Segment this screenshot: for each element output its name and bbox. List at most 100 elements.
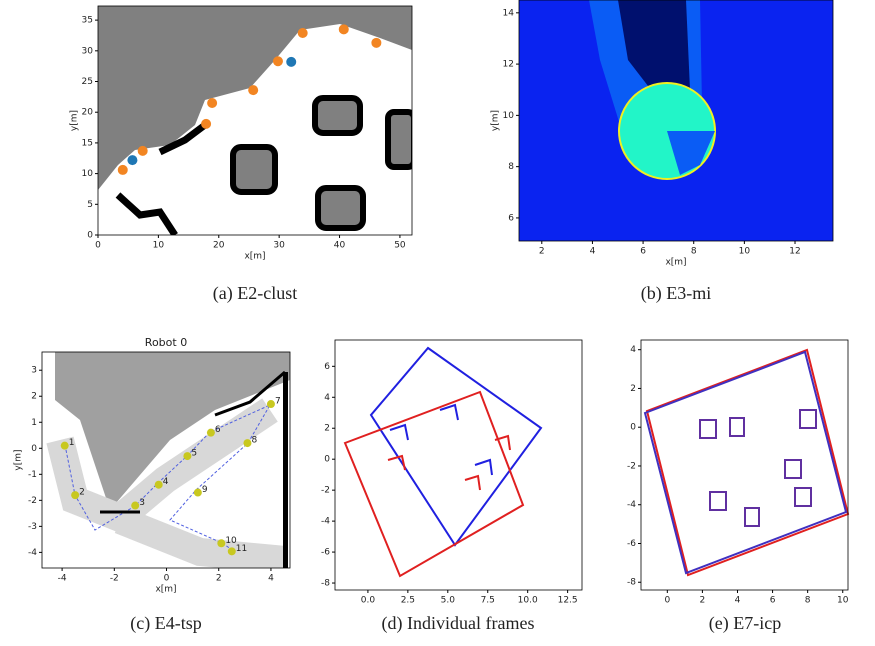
x-tick-label: 30 bbox=[273, 241, 285, 251]
x-tick-label: 2 bbox=[539, 247, 545, 257]
y-tick-label: -2 bbox=[321, 486, 330, 496]
point bbox=[71, 491, 79, 499]
x-tick-label: 4 bbox=[590, 247, 596, 257]
x-tick-label: 0.0 bbox=[361, 596, 376, 606]
y-tick-label: -4 bbox=[321, 517, 330, 527]
y-tick-label: -4 bbox=[28, 548, 37, 558]
x-tick-label: 12.5 bbox=[558, 596, 578, 606]
x-tick-label: 10 bbox=[153, 241, 165, 251]
y-tick-label: 25 bbox=[82, 77, 93, 87]
x-tick-label: 2 bbox=[216, 574, 222, 584]
y-tick-label: 2 bbox=[31, 392, 37, 402]
plot-frame bbox=[335, 340, 582, 590]
x-tick-label: 8 bbox=[691, 247, 697, 257]
y-tick-label: 0 bbox=[630, 423, 636, 433]
x-tick-label: 10 bbox=[739, 247, 751, 257]
x-tick-label: 40 bbox=[334, 241, 346, 251]
map-a bbox=[98, 6, 414, 235]
point bbox=[207, 98, 217, 108]
point bbox=[286, 57, 296, 67]
x-tick-label: 0 bbox=[95, 241, 101, 251]
x-tick-label: 0 bbox=[664, 596, 670, 606]
y-tick-label: 5 bbox=[87, 200, 93, 210]
point bbox=[339, 24, 349, 34]
caption: (a) E2-clust bbox=[213, 283, 297, 304]
point bbox=[183, 452, 191, 460]
x-tick-label: 4 bbox=[268, 574, 274, 584]
x-axis-label: x[m] bbox=[244, 252, 265, 262]
point-label: 2 bbox=[79, 488, 85, 498]
x-tick-label: 50 bbox=[394, 241, 406, 251]
x-tick-label: 8 bbox=[805, 596, 811, 606]
x-tick-label: 6 bbox=[770, 596, 776, 606]
plot-title: Robot 0 bbox=[145, 336, 187, 349]
y-tick-label: 10 bbox=[82, 169, 94, 179]
point-label: 7 bbox=[275, 397, 281, 407]
point bbox=[201, 119, 211, 129]
point bbox=[273, 56, 283, 66]
x-tick-label: 6 bbox=[640, 247, 646, 257]
point bbox=[127, 155, 137, 165]
point-label: 1 bbox=[69, 438, 75, 448]
x-tick-label: -4 bbox=[58, 574, 67, 584]
y-tick-label: 4 bbox=[324, 393, 330, 403]
point bbox=[228, 547, 236, 555]
caption: (b) E3-mi bbox=[641, 283, 711, 304]
y-tick-label: 12 bbox=[503, 60, 514, 70]
point-label: 4 bbox=[163, 477, 169, 487]
y-tick-label: 6 bbox=[324, 362, 330, 372]
point bbox=[155, 481, 163, 489]
y-tick-label: -3 bbox=[28, 522, 37, 532]
point-label: 3 bbox=[139, 498, 145, 508]
y-axis-label: y[m] bbox=[14, 449, 24, 470]
x-axis-label: x[m] bbox=[665, 258, 686, 268]
y-tick-label: 0 bbox=[31, 444, 37, 454]
x-tick-label: 5.0 bbox=[441, 596, 456, 606]
y-tick-label: 15 bbox=[82, 138, 93, 148]
y-tick-label: -2 bbox=[28, 496, 37, 506]
y-tick-label: -4 bbox=[627, 500, 636, 510]
y-axis-label: y[m] bbox=[70, 110, 80, 131]
x-axis-label: x[m] bbox=[155, 585, 176, 595]
y-tick-label: -8 bbox=[321, 579, 330, 589]
point-label: 5 bbox=[191, 449, 197, 459]
x-tick-label: 2 bbox=[700, 596, 706, 606]
y-tick-label: -6 bbox=[321, 548, 330, 558]
point bbox=[217, 539, 225, 547]
point bbox=[298, 28, 308, 38]
point bbox=[194, 489, 202, 497]
y-tick-label: 14 bbox=[503, 8, 515, 18]
y-tick-label: -2 bbox=[627, 461, 636, 471]
caption: (e) E7-icp bbox=[709, 613, 781, 634]
y-tick-label: -8 bbox=[627, 578, 636, 588]
y-tick-label: 3 bbox=[31, 366, 37, 376]
point bbox=[243, 439, 251, 447]
y-tick-label: 20 bbox=[82, 108, 94, 118]
point bbox=[61, 442, 69, 450]
point-label: 6 bbox=[215, 425, 221, 435]
y-tick-label: 30 bbox=[82, 46, 94, 56]
y-tick-label: 0 bbox=[87, 231, 93, 241]
point-label: 11 bbox=[236, 544, 247, 554]
y-tick-label: 0 bbox=[324, 455, 330, 465]
x-tick-label: 12 bbox=[789, 247, 800, 257]
x-tick-label: 2.5 bbox=[401, 596, 415, 606]
frames-e bbox=[645, 350, 848, 575]
point bbox=[207, 429, 215, 437]
figure: 0102030405005101520253035x[m]y[m](a) E2-… bbox=[0, 0, 875, 642]
y-tick-label: 1 bbox=[31, 418, 37, 428]
map-c bbox=[42, 352, 290, 568]
y-tick-label: 8 bbox=[508, 162, 514, 172]
y-tick-label: -1 bbox=[28, 470, 37, 480]
y-tick-label: 4 bbox=[630, 345, 636, 355]
point bbox=[138, 146, 148, 156]
y-tick-label: 6 bbox=[508, 213, 514, 223]
x-tick-label: 10 bbox=[837, 596, 849, 606]
map-b bbox=[519, 0, 833, 241]
point bbox=[267, 400, 275, 408]
x-tick-label: -2 bbox=[110, 574, 119, 584]
y-tick-label: 2 bbox=[630, 384, 636, 394]
y-axis-label: y[m] bbox=[491, 110, 501, 131]
y-tick-label: -6 bbox=[627, 539, 636, 549]
point bbox=[118, 165, 128, 175]
